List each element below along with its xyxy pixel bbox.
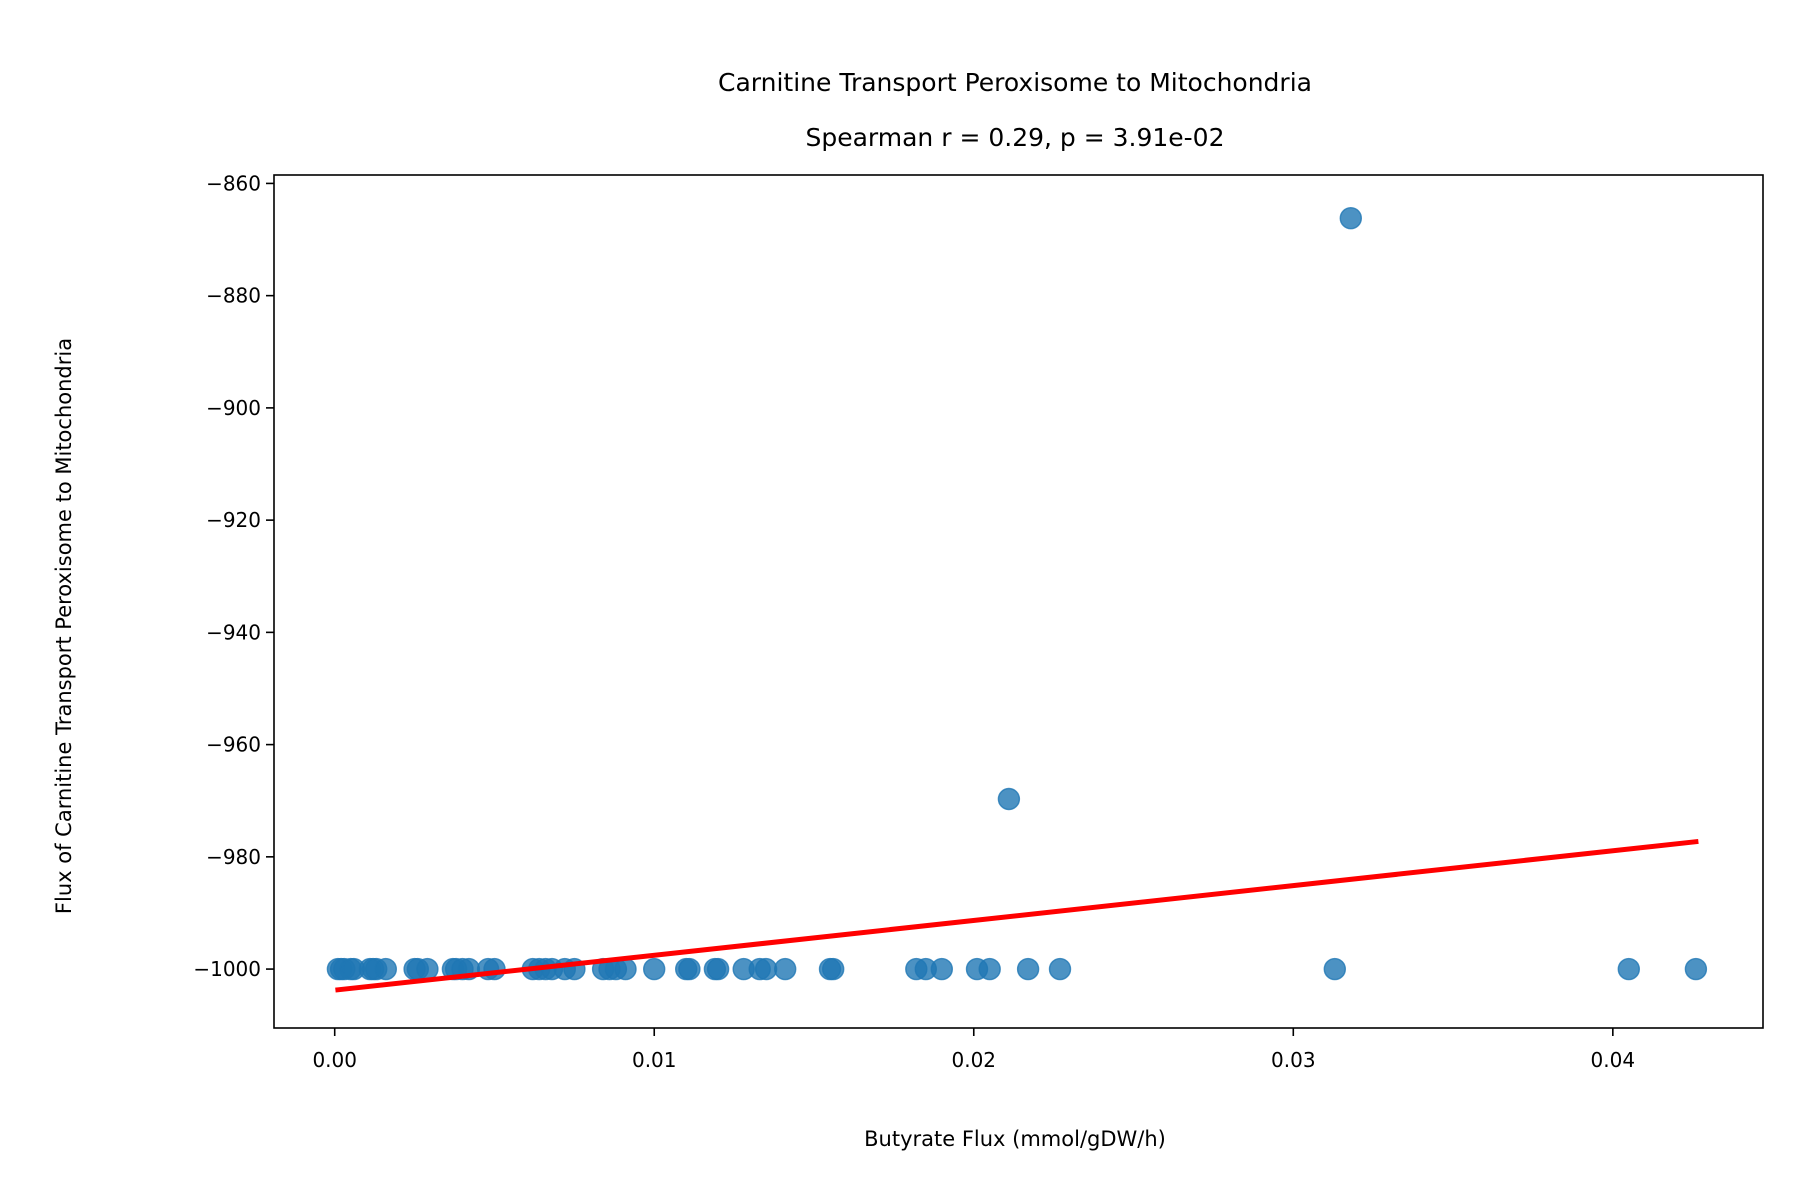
- data-point: [822, 957, 845, 981]
- regression-line-group: [335, 838, 1699, 993]
- x-axis: 0.00 0.01 0.02 0.03 0.04: [312, 1028, 1635, 1072]
- x-tick-label: 0.01: [632, 1048, 677, 1072]
- y-tick-label: −860: [206, 171, 261, 195]
- data-point: [416, 957, 439, 981]
- data-point: [1684, 957, 1708, 981]
- data-point: [374, 957, 397, 981]
- regression-line: [335, 838, 1699, 993]
- x-tick-label: 0.02: [952, 1048, 997, 1072]
- y-tick-label: −940: [206, 620, 261, 644]
- x-axis-label: Butyrate Flux (mmol/gDW/h): [864, 1127, 1166, 1151]
- y-tick-label: −920: [206, 508, 261, 532]
- data-point: [997, 787, 1021, 811]
- plot-frame: [273, 174, 1764, 1029]
- data-point: [1339, 206, 1363, 230]
- x-tick-label: 0.00: [312, 1048, 357, 1072]
- y-tick-label: −900: [206, 396, 261, 420]
- data-point: [483, 957, 506, 981]
- data-point: [706, 957, 730, 981]
- data-point: [774, 957, 797, 981]
- data-point: [1323, 957, 1347, 981]
- data-point: [1617, 957, 1641, 981]
- chart-title: Carnitine Transport Peroxisome to Mitoch…: [718, 68, 1312, 97]
- data-point: [978, 957, 1001, 981]
- x-tick-label: 0.04: [1591, 1048, 1636, 1072]
- y-tick-label: −980: [206, 845, 261, 869]
- y-tick-label: −960: [206, 733, 261, 757]
- chart-subtitle: Spearman r = 0.29, p = 3.91e-02: [805, 123, 1224, 152]
- y-tick-label: −1000: [193, 957, 261, 981]
- data-point: [1016, 957, 1040, 981]
- y-tick-label: −880: [206, 284, 261, 308]
- data-point: [930, 957, 953, 981]
- y-axis-label: Flux of Carnitine Transport Peroxisome t…: [52, 338, 76, 914]
- x-tick-label: 0.03: [1271, 1048, 1316, 1072]
- data-point: [754, 957, 778, 981]
- y-axis: −860 −880 −900 −920 −940 −960 −980 −1000: [193, 171, 274, 981]
- data-point: [1048, 957, 1072, 981]
- data-point: [678, 957, 701, 981]
- data-point: [643, 957, 666, 981]
